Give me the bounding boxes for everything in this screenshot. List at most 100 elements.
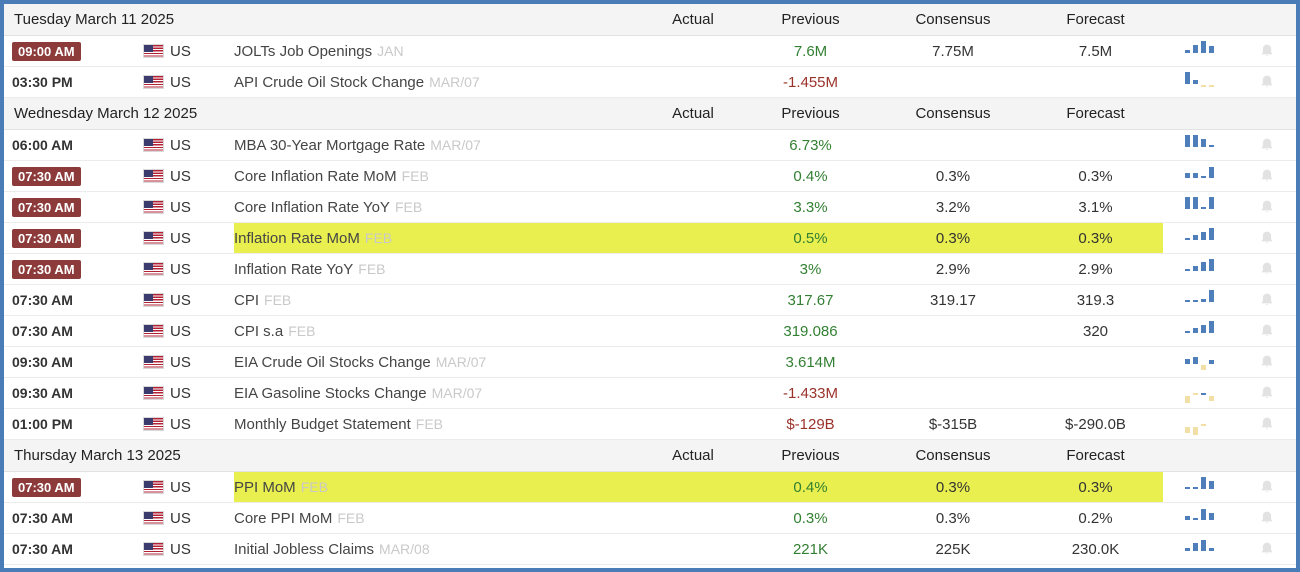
mini-bar-chart-icon[interactable] bbox=[1184, 70, 1217, 94]
mini-bar-chart-icon[interactable] bbox=[1184, 319, 1217, 343]
event-name[interactable]: Inflation Rate MoM FEB bbox=[234, 223, 643, 253]
bell-icon[interactable] bbox=[1259, 541, 1275, 558]
bell-cell bbox=[1238, 199, 1296, 216]
us-flag-icon bbox=[143, 511, 164, 525]
bell-cell bbox=[1238, 354, 1296, 371]
bell-icon[interactable] bbox=[1259, 510, 1275, 527]
table-row[interactable]: 09:30 AM US EIA Gasoline Stocks Change MAR/… bbox=[4, 378, 1296, 409]
chart-bar bbox=[1200, 393, 1206, 395]
event-time: 07:30 AM bbox=[4, 228, 144, 248]
mini-bar-chart-icon[interactable] bbox=[1184, 164, 1217, 188]
event-name[interactable]: EIA Gasoline Stocks Change MAR/07 bbox=[234, 378, 643, 408]
chart-bar bbox=[1200, 85, 1206, 87]
event-name[interactable]: MBA 30-Year Mortgage Rate MAR/07 bbox=[234, 130, 643, 160]
event-name[interactable]: CPI s.a FEB bbox=[234, 316, 643, 346]
mini-bar-chart-icon[interactable] bbox=[1184, 381, 1217, 405]
mini-bar-chart-icon[interactable] bbox=[1184, 288, 1217, 312]
mini-bar-chart-icon[interactable] bbox=[1184, 133, 1217, 157]
mini-bar-chart-icon[interactable] bbox=[1184, 39, 1217, 63]
country-code: US bbox=[170, 73, 191, 91]
chart-bar bbox=[1184, 173, 1190, 178]
section-date: Tuesday March 11 2025 bbox=[14, 11, 175, 28]
mini-bar-chart-icon[interactable] bbox=[1184, 257, 1217, 281]
country-code: US bbox=[170, 478, 191, 496]
flag-canton bbox=[144, 387, 153, 394]
bell-icon[interactable] bbox=[1259, 385, 1275, 402]
event-name[interactable]: CPI FEB bbox=[234, 285, 643, 315]
chart-bar bbox=[1208, 321, 1214, 333]
chart-bar bbox=[1192, 266, 1198, 271]
country-cell: US bbox=[143, 199, 234, 216]
event-name[interactable]: Inflation Rate YoY FEB bbox=[234, 254, 643, 284]
chart-cell bbox=[1163, 164, 1238, 188]
mini-bar-chart-icon[interactable] bbox=[1184, 195, 1217, 219]
table-row[interactable]: 07:30 AM US Core Inflation Rate YoY FEB 3.3%… bbox=[4, 192, 1296, 223]
mini-bar-chart-icon[interactable] bbox=[1184, 226, 1217, 250]
bell-icon[interactable] bbox=[1259, 230, 1275, 247]
country-code: US bbox=[170, 353, 191, 371]
bell-cell bbox=[1238, 385, 1296, 402]
chart-bar bbox=[1200, 232, 1206, 240]
table-row[interactable]: 07:30 AM US Inflation Rate MoM FEB 0.5% 0.3% 0… bbox=[4, 223, 1296, 254]
event-period: FEB bbox=[394, 199, 423, 215]
bell-icon[interactable] bbox=[1259, 354, 1275, 371]
previous-value: 317.67 bbox=[787, 291, 834, 309]
previous-value: $-129B bbox=[786, 415, 835, 433]
country-cell: US bbox=[143, 136, 234, 154]
bell-icon[interactable] bbox=[1259, 137, 1275, 154]
country-code: US bbox=[170, 136, 191, 154]
event-name[interactable]: Initial Jobless Claims MAR/08 bbox=[234, 534, 643, 564]
column-header-consensus: Consensus bbox=[915, 447, 991, 464]
bell-icon[interactable] bbox=[1259, 261, 1275, 278]
table-row[interactable]: 09:00 AM US JOLTs Job Openings JAN 7.6M 7.75M… bbox=[4, 36, 1296, 67]
table-row[interactable]: 07:30 AM US Inflation Rate YoY FEB 3% 2.9% 2.9… bbox=[4, 254, 1296, 285]
table-row[interactable]: 07:30 AM US Core PPI MoM FEB 0.3% 0.3% 0.2% bbox=[4, 503, 1296, 534]
chart-bar bbox=[1208, 548, 1214, 551]
us-flag-icon bbox=[143, 75, 164, 89]
table-row[interactable]: 07:30 AM US PPI MoM FEB 0.4% 0.3% 0.3% bbox=[4, 472, 1296, 503]
bell-icon[interactable] bbox=[1259, 168, 1275, 185]
event-title: PPI MoM bbox=[234, 478, 296, 496]
table-row[interactable]: 01:00 PM US Monthly Budget Statement FEB $-1… bbox=[4, 409, 1296, 440]
table-row[interactable]: 07:30 AM US CPI s.a FEB 319.086 320 bbox=[4, 316, 1296, 347]
event-name[interactable]: API Crude Oil Stock Change MAR/07 bbox=[234, 67, 643, 97]
event-name[interactable]: EIA Crude Oil Stocks Change MAR/07 bbox=[234, 347, 643, 377]
table-row[interactable]: 03:30 PM US API Crude Oil Stock Change MAR/… bbox=[4, 67, 1296, 98]
country-cell: US bbox=[143, 385, 234, 402]
flag-canton bbox=[144, 139, 153, 146]
event-name[interactable]: Core Inflation Rate YoY FEB bbox=[234, 192, 643, 222]
bell-icon[interactable] bbox=[1259, 323, 1275, 340]
event-name[interactable]: Core PPI MoM FEB bbox=[234, 503, 643, 533]
mini-bar-chart-icon[interactable] bbox=[1184, 475, 1217, 499]
bell-icon[interactable] bbox=[1259, 43, 1275, 60]
table-row[interactable]: 07:30 AM US Core Inflation Rate MoM FEB 0.4%… bbox=[4, 161, 1296, 192]
flag-canton bbox=[144, 418, 153, 425]
actual-value bbox=[643, 254, 743, 284]
bell-icon[interactable] bbox=[1259, 416, 1275, 433]
table-row[interactable]: 06:00 AM US MBA 30-Year Mortgage Rate MAR/0… bbox=[4, 130, 1296, 161]
table-row[interactable]: 07:30 AM US CPI FEB 317.67 319.17 319.3 bbox=[4, 285, 1296, 316]
country-cell: US bbox=[143, 323, 234, 340]
bell-icon[interactable] bbox=[1259, 74, 1275, 91]
table-row[interactable]: 07:30 AM US Initial Jobless Claims MAR/08 22… bbox=[4, 534, 1296, 565]
mini-bar-chart-icon[interactable] bbox=[1184, 350, 1217, 374]
time-badge: 07:30 AM bbox=[12, 166, 81, 186]
chart-bar bbox=[1208, 481, 1214, 489]
event-name[interactable]: PPI MoM FEB bbox=[234, 472, 643, 502]
bell-cell bbox=[1238, 323, 1296, 340]
table-row[interactable]: 09:30 AM US EIA Crude Oil Stocks Change MAR… bbox=[4, 347, 1296, 378]
event-period: MAR/08 bbox=[379, 541, 430, 557]
event-name[interactable]: Core Inflation Rate MoM FEB bbox=[234, 161, 643, 191]
event-name[interactable]: JOLTs Job Openings JAN bbox=[234, 36, 643, 66]
bell-icon[interactable] bbox=[1259, 199, 1275, 216]
mini-bar-chart-icon[interactable] bbox=[1184, 537, 1217, 561]
event-name[interactable]: Monthly Budget Statement FEB bbox=[234, 409, 643, 439]
mini-bar-chart-icon[interactable] bbox=[1184, 506, 1217, 530]
event-period: MAR/07 bbox=[435, 354, 487, 370]
bell-icon[interactable] bbox=[1259, 292, 1275, 309]
forecast-value bbox=[1028, 347, 1163, 377]
event-title: Core Inflation Rate MoM bbox=[234, 167, 397, 185]
event-period: MAR/07 bbox=[430, 137, 481, 153]
mini-bar-chart-icon[interactable] bbox=[1184, 412, 1217, 436]
bell-icon[interactable] bbox=[1259, 479, 1275, 496]
